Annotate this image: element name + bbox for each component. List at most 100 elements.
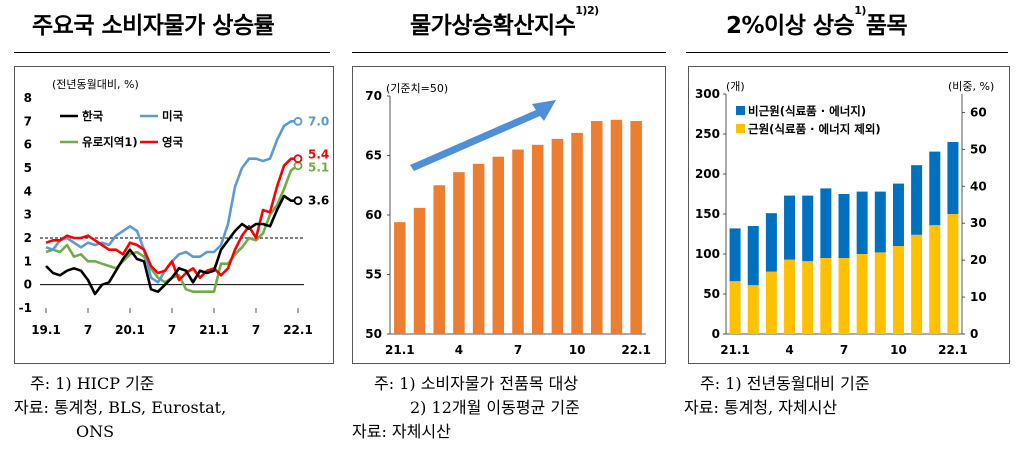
chart3-y-tick-right: 60: [970, 105, 987, 119]
chart1-note-1: 주: 1) HICP 기준: [30, 374, 155, 393]
chart1-end-marker: [293, 196, 303, 206]
chart3-x-tick: 4: [785, 343, 793, 357]
chart3-bar-core: [802, 261, 814, 334]
chart3-svg: (개) (비중, %) 3002502001501005006050403020…: [695, 80, 994, 357]
chart3-y-tick-right: 10: [970, 290, 987, 304]
chart2-bar: [394, 222, 406, 334]
chart3-bar-core: [838, 258, 850, 334]
chart2-bar: [591, 120, 603, 334]
chart3-y-tick-right: 40: [970, 179, 987, 193]
chart2-bar: [531, 144, 544, 334]
chart2-note-1: 주: 1) 소비자물가 전품목 대상: [374, 374, 579, 393]
chart3-y-tick-left: 300: [695, 87, 720, 101]
chart3-y-tick-right: 0: [970, 327, 978, 341]
chart3-title-tail: 품목: [865, 13, 908, 39]
chart3-legend-label: 비근원(식료품 · 에너지): [748, 104, 866, 118]
chart3-bar-noncore: [784, 195, 796, 260]
chart1-end-label: 5.4: [308, 148, 329, 162]
chart1-note-2: 자료: 통계청, BLS, Eurostat,: [14, 398, 227, 417]
chart3-bar-noncore: [820, 188, 832, 258]
chart2-x-tick: 4: [455, 343, 463, 357]
chart3-bar-core: [765, 271, 777, 334]
chart3-title-sup: 1): [854, 4, 866, 17]
chart1-x-tick: 21.1: [199, 323, 229, 337]
chart1-x-tick: 19.1: [31, 323, 61, 337]
chart3-bar-core: [747, 285, 759, 334]
chart1-end-label: 7.0: [308, 114, 329, 128]
chart2-bar: [610, 119, 623, 334]
chart2-bar: [492, 156, 505, 334]
chart3-y-tick-left: 250: [695, 127, 720, 141]
chart1-x-tick: 7: [168, 323, 176, 337]
chart2-unit-label: (기준치=50): [386, 82, 448, 95]
chart3-bar-noncore: [892, 183, 904, 246]
chart1-y-tick: 4: [24, 184, 32, 198]
chart1-legend-label: 영국: [162, 135, 184, 149]
chart3-y-tick-right: 50: [970, 142, 987, 156]
chart3-y-tick-right: 20: [970, 253, 987, 267]
chart1-series-line: [45, 194, 298, 296]
chart3-y-tick-left: 100: [695, 247, 720, 261]
chart2-x-tick: 21.1: [385, 343, 415, 357]
chart1-unit-label: (전년동월대비, %): [52, 78, 139, 91]
chart1-x-tick: 7: [252, 323, 260, 337]
chart2-y-tick: 65: [365, 149, 382, 163]
chart3-bar-core: [874, 252, 886, 334]
chart1-svg: (전년동월대비, %) 8 7 6 5 4 3 2 1 0 -1 19.1 7 20.1 7 21.1 7 22…: [19, 78, 330, 337]
chart1-end-marker: [293, 154, 303, 164]
chart3-bar-core: [729, 281, 741, 334]
chart2-title-underline: [352, 52, 666, 53]
chart2-trend-arrow: [410, 100, 556, 171]
chart3-legend-label: 근원(식료품 · 에너지 제외): [748, 122, 881, 136]
chart3-unit-right: (비중, %): [948, 80, 994, 93]
chart2-x-tick: 10: [569, 343, 586, 357]
chart2-bar: [551, 138, 564, 334]
chart3-bar-noncore: [874, 191, 886, 253]
chart1-y-tick: 1: [24, 254, 32, 268]
chart3-legend-swatch: [736, 124, 745, 133]
chart2-bar: [413, 207, 426, 334]
chart3-bar-core: [911, 234, 923, 334]
chart2-y-tick: 70: [365, 89, 382, 103]
chart3-bar-noncore: [947, 142, 959, 214]
chart3-legend-swatch: [736, 106, 745, 115]
chart3-bar-noncore: [929, 151, 941, 226]
chart1-x-tick: 20.1: [115, 323, 145, 337]
chart3-bar-noncore: [747, 226, 759, 286]
chart3-y-tick-left: 50: [703, 287, 720, 301]
chart1-y-tick: 3: [24, 208, 32, 222]
chart1-end-label: 3.6: [308, 194, 329, 208]
chart2-bar: [472, 163, 485, 334]
chart3-bar-core: [784, 259, 796, 334]
chart2-bar: [512, 149, 524, 334]
chart3-bar-core: [947, 214, 959, 334]
chart3-note-2: 자료: 통계청, 자체시산: [684, 398, 838, 417]
chart3-note-1: 주: 1) 전년동월대비 기준: [700, 374, 870, 393]
chart2-y-tick: 50: [365, 327, 382, 341]
chart3-y-tick-left: 150: [695, 207, 720, 221]
chart1-y-tick: 2: [24, 231, 32, 245]
chart3-title: 2%이상 상승1)품목: [726, 4, 908, 40]
chart3-x-tick: 21.1: [720, 343, 750, 357]
chart1-legend-label: 유로지역1): [82, 135, 138, 149]
chart3-y-tick-right: 30: [970, 216, 987, 230]
chart3-y-tick-left: 200: [695, 167, 720, 181]
chart2-note-3: 자료: 자체시산: [352, 422, 451, 441]
chart1-y-tick: -1: [19, 301, 32, 315]
chart3-bar-noncore: [765, 213, 777, 272]
chart2-x-tick: 7: [514, 343, 522, 357]
chart1-x-tick: 7: [84, 323, 92, 337]
chart2-title: 물가상승확산지수1)2): [410, 4, 599, 40]
chart1-y-tick: 6: [24, 138, 32, 152]
chart1-y-tick: 0: [24, 278, 32, 292]
chart1-legend-label: 미국: [162, 109, 184, 123]
chart3-y-tick-left: 0: [712, 327, 720, 341]
chart3-bar-core: [892, 246, 904, 334]
chart3-title-underline: [686, 52, 1008, 53]
chart3-bar-noncore: [911, 165, 923, 235]
chart3-bar-core: [929, 225, 941, 334]
chart3-title-text: 2%이상 상승: [726, 13, 855, 39]
chart1-series-line: [45, 157, 298, 282]
chart2-title-text: 물가상승확산지수: [410, 13, 576, 39]
chart3-unit-left: (개): [726, 80, 745, 93]
